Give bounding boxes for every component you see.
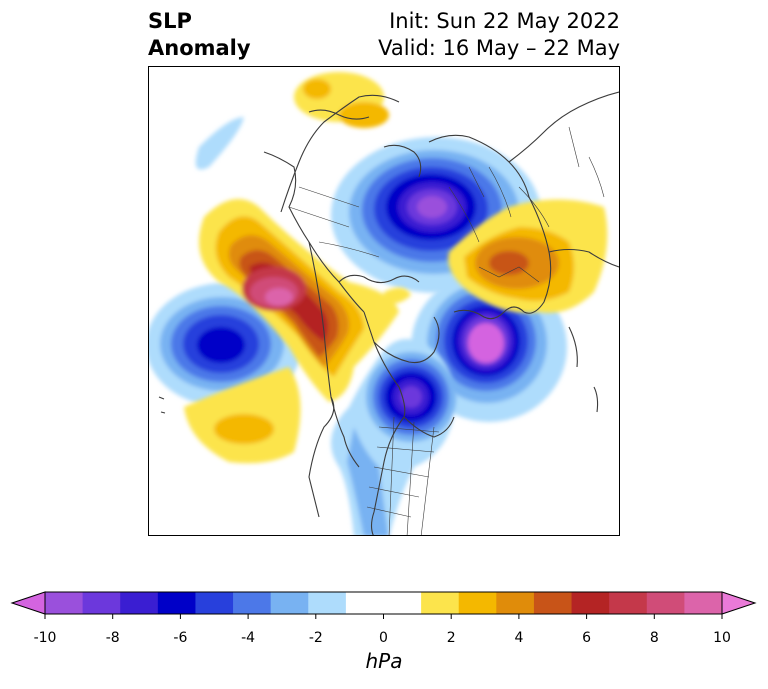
colorbar-over-arrow [721, 591, 757, 615]
colorbar-bins [45, 592, 723, 614]
colorbar-tick-label: -4 [241, 630, 255, 646]
valid-date-text: Valid: 16 May – 22 May [378, 36, 620, 60]
colorbar-tick-label: 4 [514, 630, 523, 646]
colorbar-tick-label: -6 [173, 630, 187, 646]
colorbar-bin [383, 592, 422, 614]
colorbar-tick-label: 8 [650, 630, 659, 646]
colorbar-units: hPa [366, 649, 403, 673]
political-borders [288, 126, 605, 535]
colorbar-bin [533, 592, 573, 614]
colorbar-bin [646, 592, 685, 614]
colorbar-tick-label: -2 [309, 630, 323, 646]
colorbar-bin [421, 592, 460, 614]
colorbar-bin [609, 592, 648, 614]
colorbar-bin [458, 592, 497, 614]
colorbar-bin [120, 592, 159, 614]
high-alaska [184, 199, 411, 464]
map-title: SLP Anomaly [148, 8, 251, 62]
colorbar-tick-label: 6 [582, 630, 591, 646]
colorbar-bin [308, 592, 347, 614]
high-siberia [448, 199, 608, 313]
colorbar-bin [195, 592, 234, 614]
colorbar-bin [270, 592, 309, 614]
map-panel [148, 66, 620, 536]
high-east-siberia [294, 72, 389, 128]
colorbar-ticks: -10 -8 -6 -4 -2 0 2 4 6 8 10 [34, 614, 731, 646]
colorbar-tick-label: -8 [106, 630, 120, 646]
low-west-pacific [195, 117, 244, 170]
colorbar-bin [233, 592, 272, 614]
colorbar-bin [684, 592, 723, 614]
anomaly-map [149, 72, 619, 535]
colorbar-under-arrow [10, 591, 46, 615]
coastlines [158, 91, 619, 535]
colorbar-tick-label: -10 [34, 630, 57, 646]
map-dates: Init: Sun 22 May 2022 Valid: 16 May – 22… [378, 8, 620, 62]
colorbar-bin [496, 592, 535, 614]
colorbar-bin [45, 592, 84, 614]
init-date-text: Init: Sun 22 May 2022 [389, 9, 620, 33]
colorbar-tick-label: 0 [379, 630, 388, 646]
colorbar-svg: -10 -8 -6 -4 -2 0 2 4 6 8 10 hPa [10, 591, 757, 673]
title-variable-line2: Anomaly [148, 36, 251, 60]
colorbar-bin [157, 592, 197, 614]
colorbar-tick-label: 2 [447, 630, 456, 646]
colorbar: -10 -8 -6 -4 -2 0 2 4 6 8 10 hPa [0, 585, 768, 685]
colorbar-bin [345, 592, 385, 614]
title-variable-line1: SLP [148, 9, 192, 33]
colorbar-tick-label: 10 [713, 630, 731, 646]
colorbar-bin [571, 592, 610, 614]
colorbar-bin [82, 592, 121, 614]
